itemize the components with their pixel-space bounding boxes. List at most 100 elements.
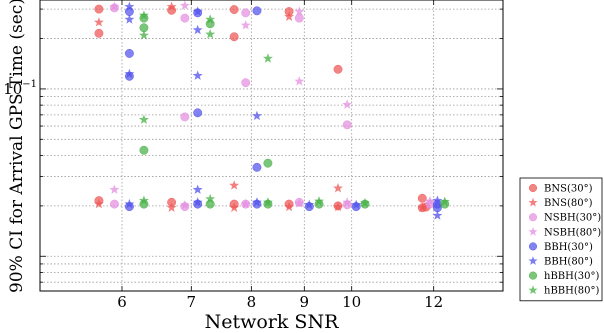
point-bns30 [333, 64, 343, 74]
point-bbh30 [124, 48, 134, 58]
point-hbbh80 [314, 196, 325, 206]
point-hbbh30 [263, 158, 273, 168]
point-bns80 [229, 202, 240, 212]
point-bbh30 [252, 162, 262, 172]
point-bns80 [333, 183, 343, 193]
point-hbbh30 [139, 145, 149, 155]
point-hbbh80 [138, 10, 149, 20]
point-bbh80 [192, 70, 203, 80]
point-bbh30 [193, 108, 203, 118]
point-bns80 [333, 201, 343, 212]
x-tick-label: 8 [247, 293, 257, 311]
gridlines [40, 0, 503, 291]
point-nsbh80 [342, 99, 353, 109]
legend-marker [528, 183, 538, 193]
point-bbh80 [432, 195, 443, 205]
point-nsbh80 [240, 20, 251, 30]
point-nsbh80 [179, 0, 190, 10]
point-nsbh80 [294, 76, 305, 86]
point-hbbh80 [262, 53, 273, 63]
legend-marker [528, 256, 538, 265]
point-nsbh80 [109, 184, 120, 194]
plot-frame [39, 0, 504, 292]
legend-marker [528, 285, 538, 295]
point-bbh80 [124, 198, 135, 209]
point-bns80 [93, 17, 104, 27]
point-hbbh80 [262, 197, 273, 207]
x-axis-label: Network SNR [205, 311, 339, 333]
point-hbbh80 [205, 14, 216, 24]
y-tick-label: 10−1 [3, 79, 37, 98]
point-hbbh30 [205, 199, 215, 209]
legend-label: BBH(80°) [544, 257, 593, 268]
point-bbh30 [252, 6, 262, 16]
legend-label: NSBH(80°) [544, 227, 601, 238]
point-bbh80 [192, 184, 203, 194]
point-nsbh80 [109, 1, 120, 11]
legend-label: BNS(30°) [544, 184, 593, 195]
legend-label: BNS(80°) [544, 198, 593, 209]
point-nsbh30 [180, 13, 190, 23]
point-bns30 [94, 28, 104, 38]
point-bns80 [93, 198, 104, 209]
axis-ticks: 6 7 8 9 10 12 10−1 [3, 0, 503, 311]
legend-label: BBH(30°) [544, 242, 593, 253]
legend: BNS(30°) BNS(80°) NSBH(30°) NSBH(80°) BBH(30… [519, 177, 603, 302]
point-bns80 [166, 1, 177, 11]
point-bns80 [166, 202, 177, 212]
legend-marker [528, 271, 538, 280]
point-bbh80 [432, 210, 443, 220]
point-nsbh30 [241, 78, 251, 88]
point-nsbh30 [109, 199, 119, 209]
point-nsbh80 [294, 6, 305, 16]
point-nsbh80 [424, 196, 435, 206]
point-hbbh80 [138, 30, 149, 40]
legend-marker [528, 197, 538, 207]
point-bns80 [284, 201, 295, 212]
point-bbh80 [251, 110, 262, 121]
point-hbbh80 [138, 195, 149, 205]
point-hbbh80 [138, 114, 149, 124]
point-bns30 [417, 193, 427, 203]
point-nsbh30 [342, 120, 352, 130]
point-nsbh80 [240, 198, 251, 209]
legend-box [519, 177, 603, 302]
point-nsbh80 [179, 199, 190, 210]
x-tick-label: 10 [342, 293, 361, 311]
point-hbbh80 [360, 197, 370, 208]
point-bbh80 [124, 68, 135, 79]
point-bns80 [229, 180, 240, 190]
x-tick-label: 12 [424, 293, 443, 311]
legend-label: NSBH(30°) [544, 213, 601, 224]
x-tick-label: 7 [187, 293, 197, 311]
point-bbh80 [304, 199, 315, 210]
point-bns80 [417, 202, 428, 212]
point-nsbh80 [294, 198, 305, 208]
point-nsbh30 [241, 8, 251, 18]
point-bbh80 [124, 14, 135, 24]
y-axis-label: 90% CI for Arrival GPS Time (sec) [7, 0, 27, 293]
point-bbh80 [192, 197, 203, 207]
legend-label: hBBH(30°) [544, 271, 599, 282]
point-nsbh30 [180, 112, 190, 122]
point-nsbh80 [342, 197, 353, 207]
data-points [93, 0, 450, 220]
point-bbh80 [351, 199, 362, 210]
x-tick-label: 9 [300, 293, 310, 311]
point-bns30 [94, 4, 104, 14]
point-bbh80 [192, 6, 203, 16]
point-bbh80 [251, 197, 262, 207]
legend-marker [528, 242, 538, 251]
point-hbbh80 [439, 196, 450, 206]
x-tick-label: 6 [117, 293, 127, 311]
point-nsbh30 [294, 13, 304, 23]
point-hbbh80 [205, 193, 216, 204]
point-hbbh80 [205, 29, 216, 39]
point-bbh80 [124, 1, 135, 11]
legend-marker [528, 227, 538, 236]
point-bns30 [229, 32, 239, 42]
legend-label: hBBH(80°) [544, 286, 599, 297]
legend-marker [528, 213, 538, 222]
point-bbh80 [192, 24, 203, 35]
